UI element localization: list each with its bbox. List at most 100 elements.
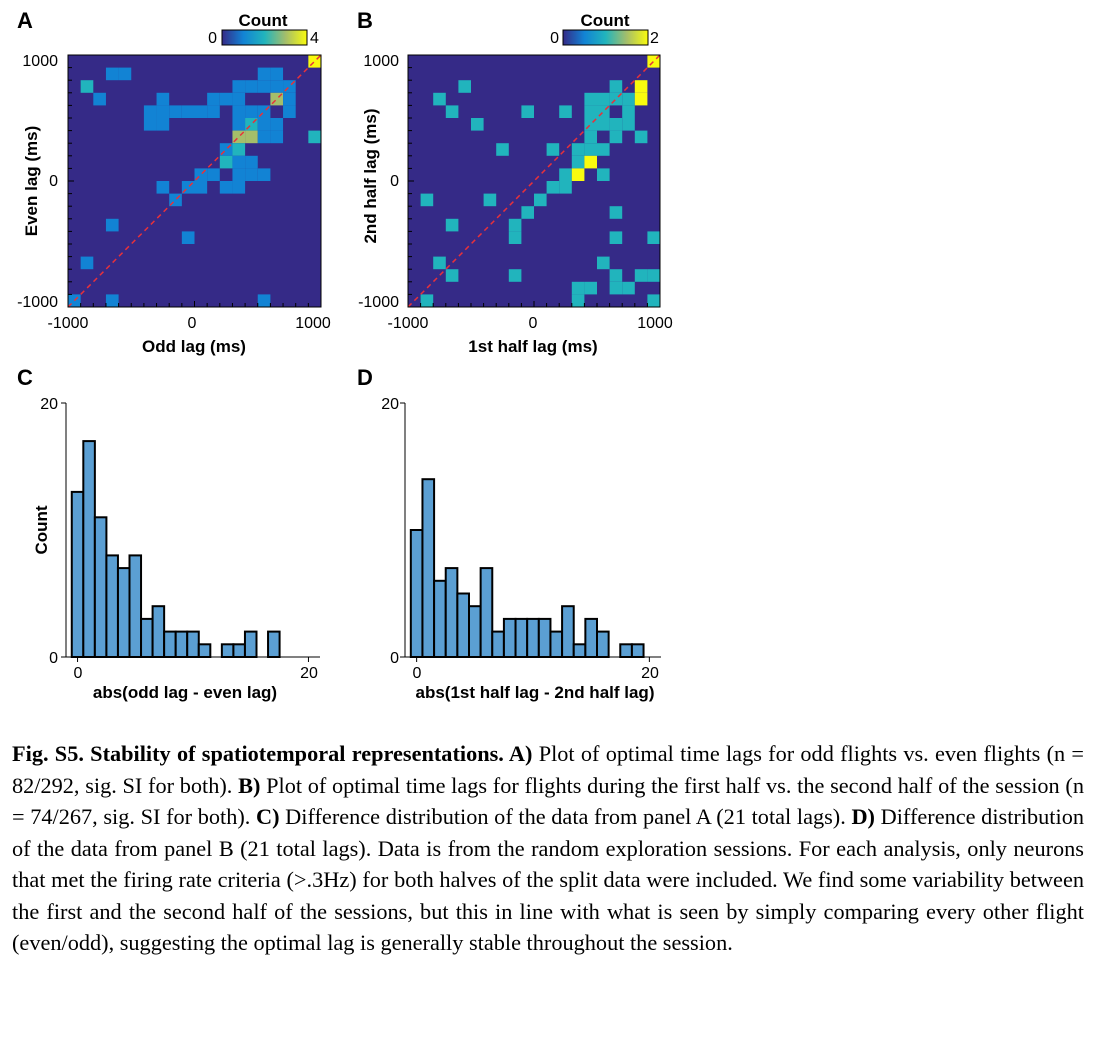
panel-letter: C xyxy=(17,365,33,390)
y-tick-label: 0 xyxy=(390,650,399,667)
heatmap-cell xyxy=(559,181,572,194)
x-tick-label: 1000 xyxy=(637,315,673,332)
caption-label: B) xyxy=(238,772,261,798)
heatmap-cell xyxy=(257,294,271,307)
x-tick-label: 1000 xyxy=(295,315,331,332)
heatmap-cell xyxy=(584,105,597,118)
heatmap-cell xyxy=(559,105,572,118)
y-tick-label: 0 xyxy=(390,173,399,190)
y-tick-label: -1000 xyxy=(17,294,58,311)
histogram-bar xyxy=(409,529,424,658)
heatmap-cell xyxy=(80,256,94,270)
y-tick-label: 1000 xyxy=(22,53,58,70)
heatmap-cell xyxy=(508,231,522,244)
histogram-bar xyxy=(70,490,85,658)
heatmap-cell xyxy=(80,80,94,93)
caption-label: Fig. S5. Stability of spatiotemporal rep… xyxy=(12,741,533,766)
heatmap-cell xyxy=(257,80,271,93)
heatmap-cell xyxy=(521,105,534,118)
heatmap-cell xyxy=(245,105,258,118)
histogram-bar xyxy=(197,643,212,658)
heatmap-cell xyxy=(609,130,623,144)
heatmap-cell xyxy=(471,118,484,131)
colorbar-min-label: 0 xyxy=(208,30,217,47)
histogram-bar xyxy=(267,630,281,658)
heatmap-cells xyxy=(408,55,660,307)
heatmap-cell xyxy=(483,193,497,207)
figure-canvas: A Count 0 4 -1000 0 1000 1000 0 -1000 Od… xyxy=(17,8,673,702)
heatmap-cell xyxy=(207,92,220,106)
heatmap-cell xyxy=(143,118,157,131)
heatmap-cell xyxy=(156,118,170,131)
caption-text: Difference distribution of the data from… xyxy=(279,804,852,829)
heatmap-cell xyxy=(433,92,446,106)
histogram-bar xyxy=(151,605,166,659)
x-tick-label: 20 xyxy=(300,665,318,682)
heatmap-cell xyxy=(219,92,233,106)
heatmap-cell xyxy=(546,143,560,156)
x-tick-label: 0 xyxy=(74,665,83,682)
heatmap-cell xyxy=(584,281,597,295)
heatmap-cell xyxy=(508,218,522,232)
y-axis-label: Even lag (ms) xyxy=(22,126,41,237)
heatmap-cell xyxy=(609,281,623,295)
heatmap-cell xyxy=(93,92,106,106)
y-tick-label: -1000 xyxy=(358,294,399,311)
heatmap-cell xyxy=(508,269,522,282)
heatmap-cell xyxy=(445,269,459,282)
heatmap-cell xyxy=(445,105,459,118)
x-tick-label: 0 xyxy=(413,665,422,682)
heatmap-cell xyxy=(232,181,246,194)
heatmap-cell xyxy=(597,92,610,106)
heatmap-cell xyxy=(647,294,660,307)
histogram-bar xyxy=(630,643,645,658)
caption-text: Difference distribution of the data from… xyxy=(12,804,1084,955)
histogram-bar xyxy=(232,643,246,658)
histogram-bar xyxy=(140,617,154,659)
heatmap-cell xyxy=(257,67,271,81)
heatmap-cell xyxy=(534,193,547,207)
heatmap-cell xyxy=(571,155,585,169)
heatmap-cell xyxy=(270,130,284,144)
heatmap-cell xyxy=(245,80,258,93)
heatmap-cell xyxy=(597,168,610,181)
colorbar-max-label: 2 xyxy=(650,30,659,47)
heatmap-cell xyxy=(207,168,220,181)
heatmap-cell xyxy=(609,269,623,282)
heatmap-cell xyxy=(584,155,597,169)
heatmap-cell xyxy=(571,294,585,307)
heatmap-cell xyxy=(257,168,271,181)
heatmap-cell xyxy=(270,80,284,93)
panel-b: B Count 0 2 -1000 0 1000 1000 0 -1000 1s… xyxy=(357,8,673,356)
heatmap-cell xyxy=(245,155,258,169)
y-tick-label: 0 xyxy=(49,173,58,190)
histogram-bar xyxy=(444,567,459,658)
heatmap-cell xyxy=(105,67,119,81)
y-tick-label: 20 xyxy=(40,396,58,413)
heatmap-cell xyxy=(609,118,623,131)
heatmap-cell xyxy=(433,256,446,270)
x-tick-label: -1000 xyxy=(48,315,89,332)
axis-ticks xyxy=(67,54,322,308)
panel-d: D 20 0 0 20 abs(1st half lag - 2nd half … xyxy=(357,365,661,702)
heatmap-cell xyxy=(219,155,233,169)
histogram-bar xyxy=(243,630,258,658)
axis-ticks xyxy=(400,402,650,662)
histogram-bar xyxy=(572,643,587,658)
heatmap-cell xyxy=(232,143,246,156)
histogram-bar xyxy=(537,617,552,659)
heatmap-cell xyxy=(609,80,623,93)
heatmap-cell xyxy=(118,67,132,81)
axis-ticks xyxy=(407,54,661,308)
heatmap-cell xyxy=(232,168,246,181)
heatmap-cell xyxy=(445,218,459,232)
histogram-bar xyxy=(456,592,471,658)
heatmap-cell xyxy=(105,218,119,232)
histogram-bar xyxy=(491,630,505,658)
heatmap-cell xyxy=(584,92,597,106)
heatmap-cell xyxy=(270,67,284,81)
colorbar-min-label: 0 xyxy=(550,30,559,47)
colorbar-max-label: 4 xyxy=(310,30,319,47)
heatmap-cell xyxy=(283,105,296,118)
heatmap-cell xyxy=(647,231,660,244)
